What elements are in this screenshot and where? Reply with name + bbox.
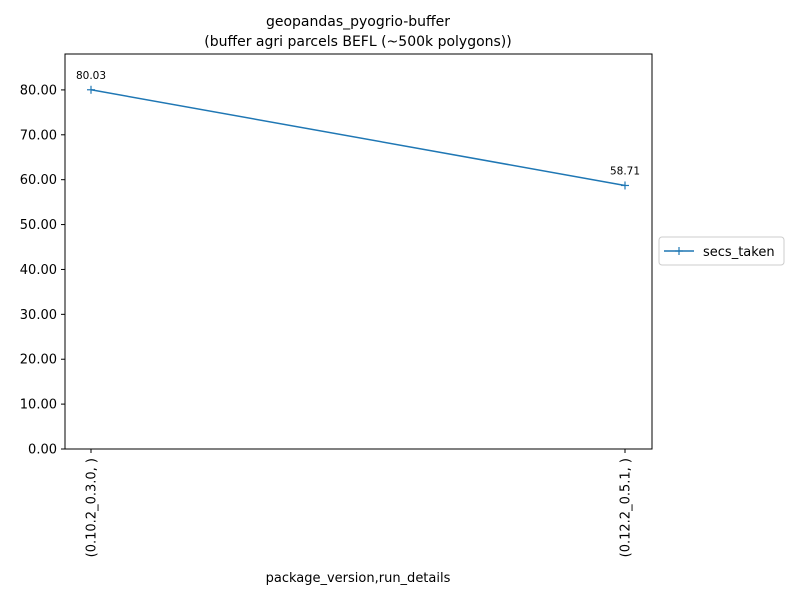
data-point [87, 85, 95, 94]
y-tick-label: 30.00 [20, 308, 57, 323]
legend-frame [658, 236, 785, 266]
y-tick-label: 0.00 [28, 443, 57, 458]
x-tick-label: (0.12.2_0.5.1, ) [619, 458, 634, 557]
chart-subtitle: (buffer agri parcels BEFL (~500k polygon… [204, 34, 512, 50]
y-tick-label: 70.00 [20, 128, 57, 143]
x-axis-label: package_version,run_details [266, 571, 451, 586]
y-tick-label: 40.00 [20, 263, 57, 278]
data-label: 80.03 [76, 70, 106, 82]
legend-marker [675, 247, 683, 255]
y-tick-label: 20.00 [20, 353, 57, 368]
legend-entry-secs-taken: secs_taken [703, 245, 775, 260]
plot-area [64, 53, 653, 450]
x-tick-label: (0.10.2_0.3.0, ) [85, 458, 100, 557]
y-tick-label: 60.00 [20, 173, 57, 188]
y-axis: 0.00 10.00 20.00 30.00 40.00 50.00 60.00 70.00 8… [20, 83, 65, 458]
chart-title: geopandas_pyogrio-buffer [266, 14, 450, 30]
y-tick-label: 80.00 [20, 83, 57, 98]
data-label: 58.71 [610, 165, 640, 177]
series-line-secs_taken [90, 89, 626, 187]
y-tick-label: 10.00 [20, 398, 57, 413]
y-tick-label: 50.00 [20, 218, 57, 233]
legend: secs_taken [658, 236, 785, 266]
series-layer: 80.03 58.71 [76, 70, 640, 190]
data-point [621, 181, 629, 190]
x-axis: (0.10.2_0.3.0, ) (0.12.2_0.5.1, ) [85, 449, 634, 557]
